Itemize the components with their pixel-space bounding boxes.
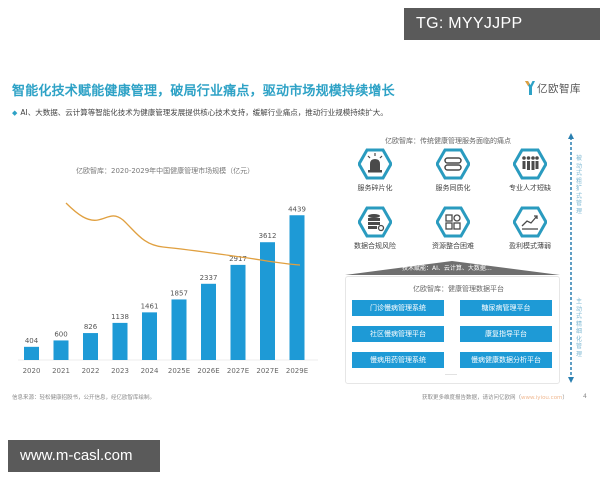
bar-value-label: 1138 (111, 313, 129, 321)
bar-value-label: 826 (84, 323, 98, 331)
bar-value-label: 1857 (170, 289, 188, 297)
system-outpatient: 门诊慢病管理系统 (352, 300, 444, 316)
platform-title: 亿欧智库：健康管理数据平台 (413, 285, 504, 293)
brand-y-icon (525, 81, 535, 95)
bar (53, 340, 69, 360)
trend-up-icon (513, 206, 547, 238)
subtitle-text: AI、大数据、云计算等智能化技术为健康管理发展提供核心技术支持，缓解行业痛点，推… (20, 108, 388, 117)
stack-bars-icon (436, 148, 470, 180)
x-axis-label: 2023 (111, 367, 129, 375)
roof-text: 技术赋能：AI、云计算、大数据… (402, 265, 492, 272)
pain-label: 资源整合困难 (432, 242, 474, 250)
bar (142, 312, 157, 360)
subtitle: ◆ AI、大数据、云计算等智能化技术为健康管理发展提供核心技术支持，缓解行业痛点，… (12, 107, 388, 118)
x-axis-label: 2026E (197, 367, 219, 375)
chart-title: 亿欧智库：2020-2029年中国健康管理市场规模（亿元） (76, 167, 255, 175)
ellipsis: …… (445, 370, 457, 377)
pain-label: 数据合规风险 (354, 242, 396, 250)
side-arrow (566, 133, 576, 383)
people-group-icon (513, 148, 547, 180)
system-diabetes: 糖尿病管理平台 (460, 300, 552, 316)
bar-value-label: 2337 (200, 274, 218, 282)
bar (289, 215, 305, 360)
footer-text: 获取更多维度报告数据，请访问亿欧网（ (422, 395, 522, 401)
x-axis-label: 2027E (256, 367, 278, 375)
x-axis-label: 2024 (141, 367, 159, 375)
bar-value-label: 404 (25, 337, 39, 345)
bar (171, 299, 187, 360)
source-note: 信息来源：轻松健康招股书，公开信息，经亿欧智库绘制。 (12, 395, 156, 401)
x-axis-label: 2029E (286, 367, 308, 375)
bar-chart-svg: 404 2020 600 2021 826 2022 1138 2023 1461 2024 185… (18, 202, 318, 375)
database-gear-icon (358, 206, 392, 238)
bar-value-label: 1461 (141, 302, 159, 310)
bar (230, 264, 246, 360)
bar-chart: 404 2020 600 2021 826 2022 1138 2023 1461 2024 185… (18, 190, 318, 385)
pain-item-fragmented: 服务碎片化 (340, 148, 410, 193)
bar (260, 242, 275, 360)
side-label-passive: 被动式粗犷式管理 (576, 155, 583, 215)
side-label-active: 主动式精细化管理 (576, 298, 583, 358)
x-axis-label: 2020 (23, 367, 41, 375)
bar (24, 346, 39, 360)
bar (112, 322, 128, 360)
alarm-light-icon (358, 148, 392, 180)
pain-label: 服务同质化 (435, 184, 471, 192)
footer-text-end: ） (562, 395, 568, 401)
system-medication: 慢病用药管理系统 (352, 352, 444, 368)
pain-item-resource-integration: 资源整合困难 (418, 206, 488, 251)
grid-apps-icon (436, 206, 470, 238)
double-arrow-icon (568, 133, 574, 383)
pain-item-talent: 专业人才短缺 (495, 148, 565, 193)
pain-item-data-compliance: 数据合规风险 (340, 206, 410, 251)
x-axis-label: 2027E (227, 367, 249, 375)
brand-logo: 亿欧智库 (524, 80, 581, 96)
x-axis-label: 2025E (168, 367, 190, 375)
bar-value-label: 2917 (229, 255, 247, 263)
bar-value-label: 4439 (288, 205, 306, 213)
pain-label: 盈利模式薄弱 (509, 242, 551, 250)
diamond-icon: ◆ (12, 109, 18, 117)
system-rehab: 康复指导平台 (460, 326, 552, 342)
x-axis-label: 2021 (52, 367, 70, 375)
footer-note: 获取更多维度报告数据，请访问亿欧网（www.iyiou.com） (422, 393, 568, 401)
page-number: 4 (583, 393, 587, 400)
system-data-analysis: 慢病健康数据分析平台 (460, 352, 552, 368)
pain-label: 专业人才短缺 (509, 184, 551, 192)
x-axis-label: 2022 (82, 367, 100, 375)
roof-shape (345, 261, 560, 275)
tech-roof (345, 260, 560, 275)
watermark-site: www.m-casl.com (8, 440, 160, 472)
bar-value-label: 600 (54, 330, 67, 338)
bar (201, 283, 216, 360)
pain-item-homogeneous: 服务同质化 (418, 148, 488, 193)
pain-item-profit-model: 盈利模式薄弱 (495, 206, 565, 251)
pain-points-grid: 服务碎片化 服务同质化 专业人才短缺 数据合规风险 (340, 148, 565, 258)
pain-label: 服务碎片化 (357, 184, 393, 192)
trend-line (65, 202, 301, 266)
footer-url[interactable]: www.iyiou.com (521, 395, 563, 401)
brand-name: 亿欧智库 (537, 82, 581, 95)
system-community: 社区慢病管理平台 (352, 326, 444, 342)
bar (83, 333, 98, 360)
page-title: 智能化技术赋能健康管理，破局行业痛点，驱动市场规模持续增长 (12, 84, 395, 99)
bar-value-label: 3612 (259, 232, 277, 240)
watermark-tg: TG: MYYJJPP (404, 8, 600, 40)
pain-points-title: 亿欧智库：传统健康管理服务面临的痛点 (385, 137, 511, 145)
